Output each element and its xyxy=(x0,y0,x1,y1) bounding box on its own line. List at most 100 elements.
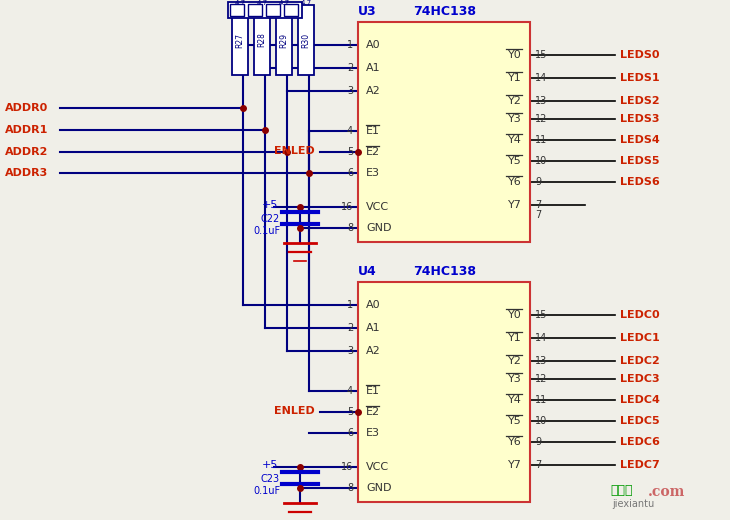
Text: 4: 4 xyxy=(347,386,353,396)
Text: 4.7: 4.7 xyxy=(256,0,268,6)
Text: 12: 12 xyxy=(535,374,548,384)
Text: Y0: Y0 xyxy=(508,310,522,320)
Text: R30: R30 xyxy=(301,32,310,47)
Text: LEDS1: LEDS1 xyxy=(620,73,660,83)
Text: E3: E3 xyxy=(366,428,380,438)
Text: LEDC6: LEDC6 xyxy=(620,437,660,447)
Text: LEDS2: LEDS2 xyxy=(620,96,660,106)
Bar xyxy=(232,5,248,75)
Text: Y5: Y5 xyxy=(508,416,522,426)
Text: +5: +5 xyxy=(262,460,278,470)
Text: Y4: Y4 xyxy=(508,135,522,145)
Text: R28: R28 xyxy=(258,33,266,47)
Text: C23: C23 xyxy=(261,474,280,485)
Text: A2: A2 xyxy=(366,346,381,356)
Bar xyxy=(230,4,244,16)
Bar xyxy=(298,5,314,75)
Text: Y3: Y3 xyxy=(508,114,522,124)
Text: LEDC4: LEDC4 xyxy=(620,395,660,405)
Text: E2: E2 xyxy=(366,407,380,417)
Text: GND: GND xyxy=(366,483,391,493)
Text: 9: 9 xyxy=(535,437,541,447)
Text: 2: 2 xyxy=(347,63,353,73)
Text: Y7: Y7 xyxy=(508,200,522,210)
Text: 8: 8 xyxy=(347,483,353,493)
Text: 6: 6 xyxy=(347,428,353,438)
Text: LEDS4: LEDS4 xyxy=(620,135,660,145)
Text: U4: U4 xyxy=(358,265,377,278)
Text: jiexiantu: jiexiantu xyxy=(612,499,654,509)
Text: Y3: Y3 xyxy=(508,374,522,384)
Text: 8: 8 xyxy=(347,223,353,233)
Text: 14: 14 xyxy=(535,73,548,83)
Text: 10: 10 xyxy=(535,156,548,166)
Text: 10: 10 xyxy=(535,416,548,426)
Text: A0: A0 xyxy=(366,40,380,50)
Text: ADDR1: ADDR1 xyxy=(5,125,48,135)
Text: 7: 7 xyxy=(535,200,541,210)
Text: 2: 2 xyxy=(347,323,353,333)
Text: 7: 7 xyxy=(535,460,541,470)
Text: 11: 11 xyxy=(535,395,548,405)
Text: LEDC7: LEDC7 xyxy=(620,460,660,470)
Text: 16: 16 xyxy=(341,462,353,472)
Text: 15: 15 xyxy=(535,310,548,320)
Text: 5: 5 xyxy=(347,407,353,417)
Text: .com: .com xyxy=(648,485,685,499)
Text: 13: 13 xyxy=(535,96,548,106)
Text: 16: 16 xyxy=(341,202,353,212)
Text: LEDS0: LEDS0 xyxy=(620,50,659,60)
Text: Y6: Y6 xyxy=(508,177,522,187)
Text: GND: GND xyxy=(366,223,391,233)
Text: A0: A0 xyxy=(366,300,380,310)
Bar xyxy=(284,4,298,16)
Text: 6: 6 xyxy=(347,168,353,178)
Text: 13: 13 xyxy=(535,356,548,366)
Text: ADDR0: ADDR0 xyxy=(5,103,48,113)
Text: Y2: Y2 xyxy=(508,96,522,106)
Text: 15: 15 xyxy=(535,50,548,60)
Text: 74HC138: 74HC138 xyxy=(413,265,476,278)
Text: A1: A1 xyxy=(366,63,380,73)
Text: Y4: Y4 xyxy=(508,395,522,405)
Bar xyxy=(254,5,270,75)
Text: Y7: Y7 xyxy=(508,460,522,470)
Text: Y5: Y5 xyxy=(508,156,522,166)
Text: U3: U3 xyxy=(358,5,377,18)
Text: 3: 3 xyxy=(347,86,353,96)
Text: Y1: Y1 xyxy=(508,333,522,343)
Text: LEDC1: LEDC1 xyxy=(620,333,660,343)
Text: VCC: VCC xyxy=(366,202,389,212)
Text: E1: E1 xyxy=(366,386,380,396)
Bar xyxy=(358,22,530,242)
Bar xyxy=(266,4,280,16)
Text: LEDC3: LEDC3 xyxy=(620,374,660,384)
Text: 1: 1 xyxy=(347,300,353,310)
Text: Y6: Y6 xyxy=(508,437,522,447)
Text: 11: 11 xyxy=(535,135,548,145)
Text: LEDC2: LEDC2 xyxy=(620,356,660,366)
Text: 14: 14 xyxy=(535,333,548,343)
Text: A1: A1 xyxy=(366,323,380,333)
Bar xyxy=(228,2,302,18)
Bar xyxy=(248,4,262,16)
Text: 4.7: 4.7 xyxy=(234,0,245,6)
Text: ADDR3: ADDR3 xyxy=(5,168,48,178)
Text: 5: 5 xyxy=(347,147,353,157)
Text: A2: A2 xyxy=(366,86,381,96)
Text: 9: 9 xyxy=(535,177,541,187)
Text: 接线图: 接线图 xyxy=(610,484,632,497)
Text: 1: 1 xyxy=(347,40,353,50)
Text: LEDC0: LEDC0 xyxy=(620,310,660,320)
Text: 4.7: 4.7 xyxy=(301,0,312,6)
Text: R29: R29 xyxy=(280,32,288,47)
Text: LEDS3: LEDS3 xyxy=(620,114,659,124)
Bar xyxy=(276,5,292,75)
Text: R27: R27 xyxy=(236,32,245,47)
Text: Y1: Y1 xyxy=(508,73,522,83)
Text: 0.1uF: 0.1uF xyxy=(253,487,280,497)
Text: LEDC5: LEDC5 xyxy=(620,416,660,426)
Text: E2: E2 xyxy=(366,147,380,157)
Text: Y2: Y2 xyxy=(508,356,522,366)
Text: 74HC138: 74HC138 xyxy=(413,5,476,18)
